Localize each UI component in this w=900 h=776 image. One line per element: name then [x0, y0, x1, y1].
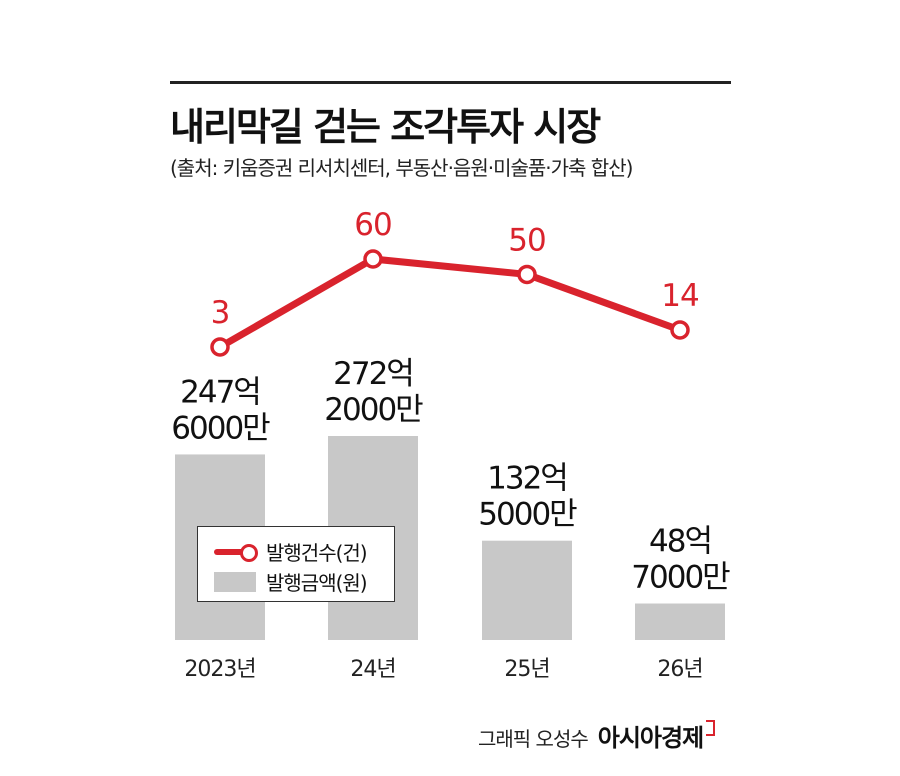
bar-label-line1-2: 132억	[487, 461, 567, 497]
legend-item-count: 발행건수(건)	[214, 537, 368, 566]
chart-title: 내리막길 걷는 조각투자 시장	[170, 105, 601, 149]
bar-marker-icon	[214, 571, 256, 592]
legend-item-amount: 발행금액(원)	[214, 567, 368, 596]
brand-name: 아시아경제	[597, 724, 704, 752]
brand-logo: 아시아경제	[597, 718, 716, 753]
brand-flag-icon	[706, 720, 716, 736]
bar-label-line2-3: 7000만	[631, 560, 730, 596]
line-label-2: 50	[508, 222, 545, 258]
bar-label-line1-0: 247억	[180, 374, 260, 410]
credit-text: 그래픽 오성수	[478, 727, 589, 751]
top-rule	[170, 81, 731, 84]
line-point-3	[670, 320, 690, 340]
category-label-0: 2023년	[184, 657, 255, 682]
bar-2	[482, 540, 572, 640]
bar-label-line1-3: 48억	[649, 524, 711, 560]
bar-label-line1-1: 272억	[333, 356, 413, 392]
legend-label-amount: 발행금액(원)	[266, 571, 368, 595]
line-label-3: 14	[661, 278, 698, 314]
line-marker-icon	[214, 541, 258, 563]
bar-label-line2-0: 6000만	[171, 410, 270, 446]
line-point-1	[363, 249, 383, 269]
legend-label-count: 발행건수(건)	[266, 541, 368, 565]
credit: 그래픽 오성수 아시아경제	[478, 718, 716, 753]
line-point-2	[517, 264, 537, 285]
bar-label-line2-2: 5000만	[478, 497, 577, 533]
line-series	[216, 255, 684, 351]
line-label-0: 3	[211, 295, 230, 331]
category-label-1: 24년	[350, 657, 395, 682]
line-label-1: 60	[354, 207, 391, 243]
legend: 발행건수(건) 발행금액(원)	[197, 526, 395, 602]
bar-label-line2-1: 2000만	[324, 392, 423, 428]
line-point-0	[210, 337, 230, 357]
chart-source: (출처: 키움증권 리서치센터, 부동산·음원·미술품·가축 합산)	[170, 156, 633, 180]
category-label-3: 26년	[657, 657, 702, 682]
bar-3	[635, 603, 725, 640]
category-label-2: 25년	[504, 657, 549, 682]
